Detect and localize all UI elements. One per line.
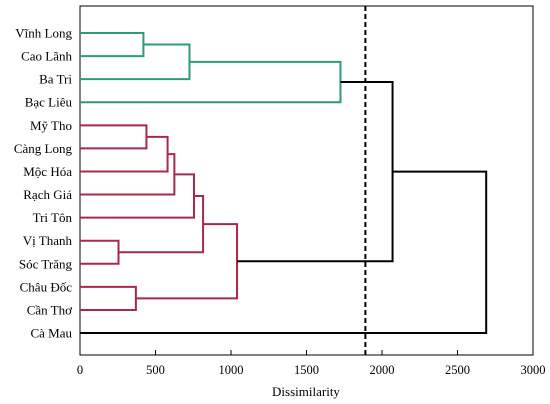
x-axis-title: Dissimilarity — [272, 384, 340, 399]
x-tick-label-500: 500 — [146, 363, 165, 377]
merge-link-c2 — [80, 43, 191, 81]
leaf-labels: Vĩnh Long Cao Lãnh Ba Tri Bạc Liêu Mỹ Tho Càn… — [14, 26, 73, 341]
merge-link-c10 — [80, 285, 137, 311]
leaf-label-rach-gia: Rạch Giá — [23, 187, 72, 202]
x-tick-label-2500: 2500 — [445, 363, 470, 377]
merge-link-c6 — [80, 153, 176, 196]
leaf-label-ca-mau: Cà Mau — [30, 326, 72, 341]
dendrogram-links — [80, 32, 488, 335]
leaf-label-my-tho: Mỹ Tho — [30, 118, 72, 133]
x-tick-label-0: 0 — [77, 363, 83, 377]
leaf-label-soc-trang: Sóc Trăng — [19, 256, 73, 271]
leaf-label-cao-lanh: Cao Lãnh — [21, 49, 72, 64]
leaf-label-bac-lieu: Bạc Liêu — [25, 95, 73, 110]
merge-link-c12 — [237, 81, 394, 263]
merge-link-c11 — [135, 223, 239, 300]
merge-link-c9 — [118, 195, 205, 254]
x-tick-label-1500: 1500 — [294, 363, 319, 377]
merge-link-c4 — [80, 124, 148, 150]
merge-link-c13 — [80, 170, 488, 335]
x-axis-ticks: 0 500 1000 1500 2000 2500 3000 — [77, 350, 546, 377]
leaf-label-ba-tri: Ba Tri — [39, 72, 72, 87]
leaf-label-cang-long: Càng Long — [14, 141, 73, 156]
leaf-label-tri-ton: Tri Tôn — [33, 210, 73, 225]
merge-link-c7 — [80, 173, 196, 219]
merge-link-c8 — [80, 239, 120, 265]
leaf-label-chau-doc: Châu Đốc — [20, 279, 73, 294]
merge-link-c3 — [80, 60, 342, 104]
leaf-label-can-tho: Cần Thơ — [27, 302, 73, 317]
plot-frame — [79, 5, 534, 356]
x-tick-label-2000: 2000 — [370, 363, 395, 377]
leaf-label-vinh-long: Vĩnh Long — [15, 26, 72, 41]
x-tick-label-1000: 1000 — [219, 363, 244, 377]
leaf-label-vi-thanh: Vị Thanh — [23, 233, 73, 248]
merge-link-c5 — [80, 135, 169, 173]
x-tick-label-3000: 3000 — [521, 363, 546, 377]
merge-link-c1 — [80, 32, 145, 58]
leaf-label-moc-hoa: Mộc Hóa — [23, 164, 72, 179]
